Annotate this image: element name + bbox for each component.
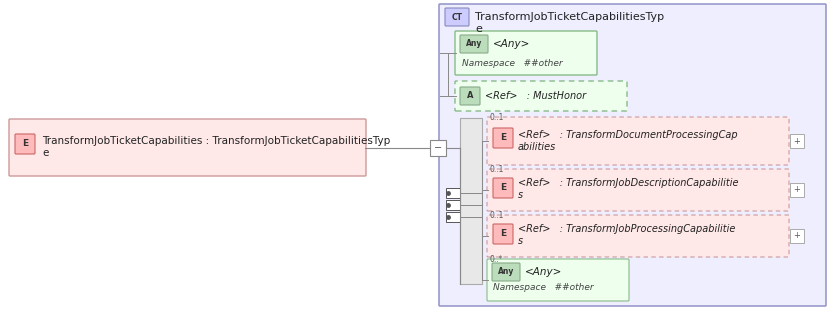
Text: <Ref>   : TransformJobProcessingCapabilitie
s: <Ref> : TransformJobProcessingCapabiliti…	[518, 224, 736, 246]
Text: Any: Any	[498, 268, 514, 276]
Text: <Ref>   : TransformJobDescriptionCapabilitie
s: <Ref> : TransformJobDescriptionCapabilit…	[518, 178, 739, 200]
Text: +: +	[794, 186, 801, 194]
FancyBboxPatch shape	[492, 263, 520, 281]
Text: Namespace   ##other: Namespace ##other	[493, 283, 594, 291]
FancyBboxPatch shape	[439, 4, 826, 306]
Text: <Ref>   : MustHonor: <Ref> : MustHonor	[485, 91, 586, 101]
FancyBboxPatch shape	[493, 178, 513, 198]
FancyBboxPatch shape	[487, 117, 789, 165]
Text: E: E	[500, 183, 506, 192]
Text: E: E	[22, 140, 28, 148]
FancyBboxPatch shape	[460, 87, 480, 105]
Text: E: E	[500, 134, 506, 142]
Text: CT: CT	[451, 13, 462, 22]
FancyBboxPatch shape	[460, 35, 488, 53]
FancyBboxPatch shape	[493, 128, 513, 148]
FancyBboxPatch shape	[487, 259, 629, 301]
Text: Namespace   ##other: Namespace ##other	[462, 59, 562, 69]
Text: TransformJobTicketCapabilitiesTyp: TransformJobTicketCapabilitiesTyp	[475, 12, 664, 22]
Bar	[446, 200, 460, 210]
Text: <Any>: <Any>	[493, 39, 531, 49]
Text: 0..1: 0..1	[490, 212, 504, 220]
FancyBboxPatch shape	[487, 169, 789, 211]
Text: <Any>: <Any>	[525, 267, 562, 277]
Text: E: E	[500, 229, 506, 239]
Bar	[790, 183, 804, 197]
FancyBboxPatch shape	[493, 224, 513, 244]
Bar	[446, 212, 460, 222]
Text: 0..1: 0..1	[490, 114, 504, 122]
Text: 0..1: 0..1	[490, 166, 504, 175]
Text: e: e	[475, 24, 481, 34]
Text: TransformJobTicketCapabilities : TransformJobTicketCapabilitiesTyp
e: TransformJobTicketCapabilities : Transfo…	[42, 136, 390, 158]
Bar	[460, 118, 482, 284]
FancyBboxPatch shape	[455, 31, 597, 75]
Text: A: A	[466, 91, 473, 100]
Text: +: +	[794, 136, 801, 146]
Text: Any: Any	[466, 39, 482, 49]
FancyBboxPatch shape	[9, 119, 366, 176]
Bar	[790, 229, 804, 243]
Text: +: +	[794, 232, 801, 240]
FancyBboxPatch shape	[487, 215, 789, 257]
Text: −: −	[434, 142, 442, 152]
Bar	[790, 134, 804, 148]
FancyBboxPatch shape	[455, 81, 627, 111]
Bar	[446, 188, 460, 198]
Text: 0..*: 0..*	[490, 254, 503, 264]
FancyBboxPatch shape	[445, 8, 469, 26]
Bar	[430, 140, 446, 156]
FancyBboxPatch shape	[15, 134, 35, 154]
Text: <Ref>   : TransformDocumentProcessingCap
abilities: <Ref> : TransformDocumentProcessingCap a…	[518, 130, 738, 152]
